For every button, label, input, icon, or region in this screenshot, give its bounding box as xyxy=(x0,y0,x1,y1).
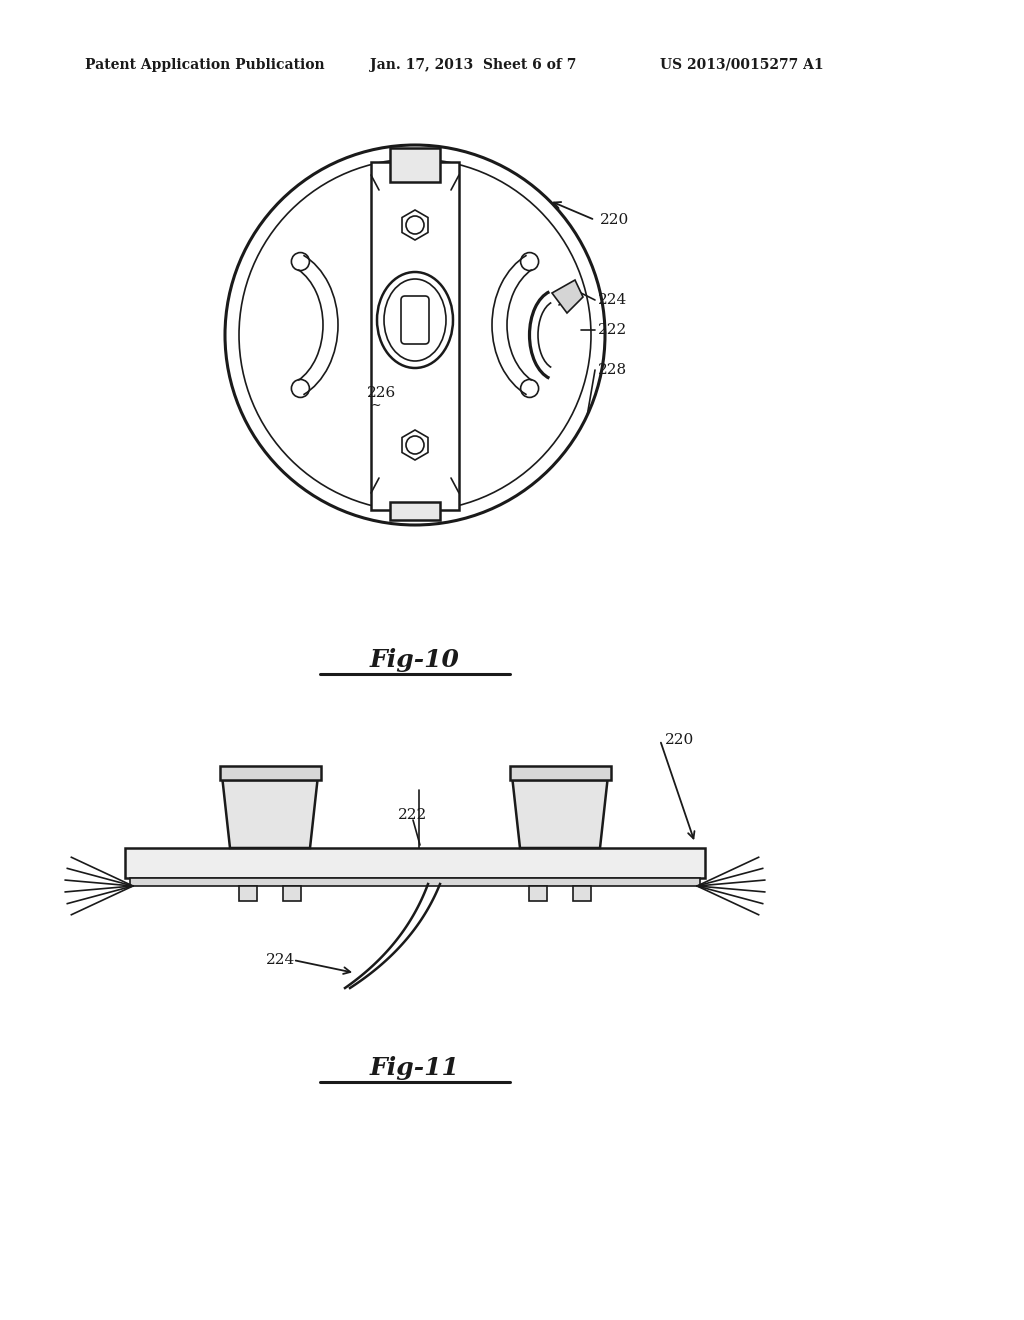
Text: 220: 220 xyxy=(600,213,630,227)
Text: Patent Application Publication: Patent Application Publication xyxy=(85,58,325,73)
Text: Fig-10: Fig-10 xyxy=(370,648,460,672)
Bar xyxy=(283,886,301,902)
Text: Fig-11: Fig-11 xyxy=(370,1056,460,1080)
Text: 226: 226 xyxy=(367,385,396,400)
Polygon shape xyxy=(512,780,607,847)
Text: US 2013/0015277 A1: US 2013/0015277 A1 xyxy=(660,58,823,73)
Text: 220: 220 xyxy=(665,733,694,747)
Ellipse shape xyxy=(377,272,453,368)
Text: 224: 224 xyxy=(266,953,295,968)
Bar xyxy=(529,886,547,902)
Polygon shape xyxy=(552,280,583,313)
Bar xyxy=(573,886,591,902)
Text: Jan. 17, 2013  Sheet 6 of 7: Jan. 17, 2013 Sheet 6 of 7 xyxy=(370,58,577,73)
Bar xyxy=(371,162,459,510)
Bar xyxy=(239,886,257,902)
Text: ∼: ∼ xyxy=(371,399,382,412)
Text: 222: 222 xyxy=(598,323,628,337)
Bar xyxy=(390,502,440,520)
Text: 228: 228 xyxy=(598,363,627,378)
Bar xyxy=(130,878,700,886)
Polygon shape xyxy=(222,780,317,847)
FancyBboxPatch shape xyxy=(401,296,429,345)
Bar xyxy=(125,847,705,878)
Bar xyxy=(510,766,610,780)
Bar xyxy=(390,148,440,182)
Text: 224: 224 xyxy=(598,293,628,308)
Text: 222: 222 xyxy=(398,808,427,822)
Bar xyxy=(219,766,321,780)
